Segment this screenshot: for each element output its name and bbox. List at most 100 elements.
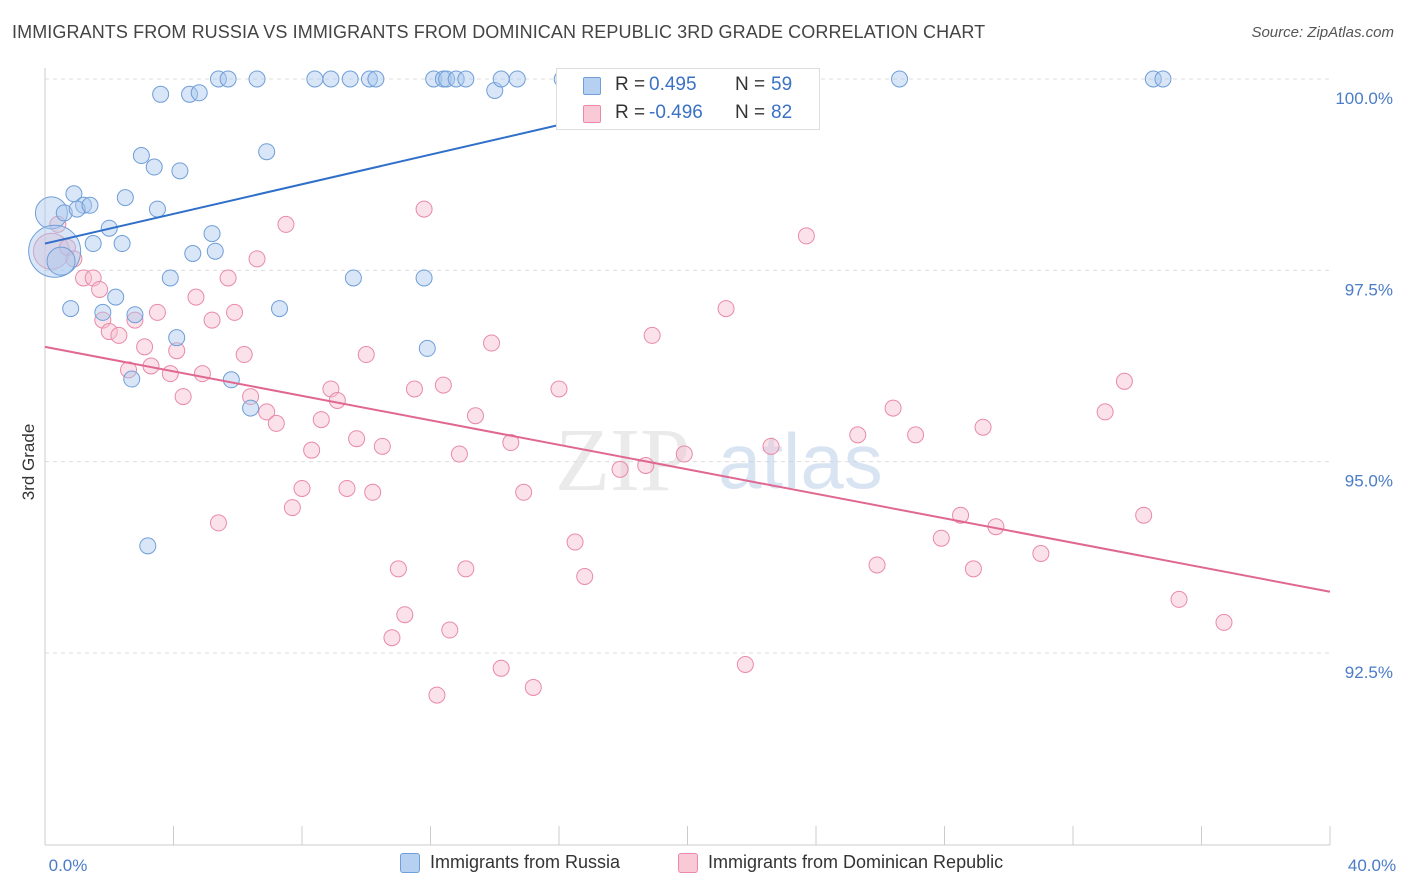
x-tick-label: 40.0% <box>1348 856 1396 875</box>
russia-point <box>84 235 102 253</box>
russia-point <box>161 269 179 287</box>
dominican-r-value: -0.496 <box>649 102 703 123</box>
dominican-point <box>75 269 93 287</box>
russia-point <box>203 225 221 243</box>
dominican-point <box>502 434 520 452</box>
russia-point <box>46 246 76 276</box>
dominican-point <box>1135 506 1153 524</box>
dominican-point <box>209 514 227 532</box>
y-tick-label: 95.0% <box>1345 472 1393 491</box>
russia-point <box>168 329 186 347</box>
dominican-point <box>932 529 950 547</box>
dominican-point <box>348 430 366 448</box>
dominican-point <box>277 215 295 233</box>
dominican-point <box>203 311 221 329</box>
russia-point <box>113 235 131 253</box>
russia-point <box>1144 70 1162 88</box>
dominican-point <box>611 460 629 478</box>
dominican-point <box>1115 372 1133 390</box>
legend-item-dominican[interactable]: Immigrants from Dominican Republic <box>678 852 1003 873</box>
dominican-point <box>187 288 205 306</box>
dominican-point <box>466 407 484 425</box>
n-label: N = <box>735 74 766 95</box>
russia-point <box>171 162 189 180</box>
dominican-point <box>312 411 330 429</box>
russia-point <box>126 306 144 324</box>
dominican-point <box>383 629 401 647</box>
watermark: ZIP atlas <box>555 411 883 510</box>
russia-point <box>271 300 289 318</box>
russia-swatch <box>583 77 601 95</box>
dominican-point <box>907 426 925 444</box>
russia-point <box>81 196 99 214</box>
dominican-point <box>168 342 186 360</box>
y-tick-label: 97.5% <box>1345 280 1393 299</box>
russia-point <box>360 70 378 88</box>
russia-point <box>222 371 240 389</box>
r-label: R = <box>615 102 646 123</box>
dominican-point <box>405 380 423 398</box>
n-label: N = <box>735 102 766 123</box>
dominican-point <box>396 606 414 624</box>
dominican-point <box>576 567 594 585</box>
dominican-point <box>736 655 754 673</box>
chart-title: IMMIGRANTS FROM RUSSIA VS IMMIGRANTS FRO… <box>12 22 986 42</box>
russia-point <box>341 70 359 88</box>
russia-point <box>415 269 433 287</box>
russia-point <box>367 70 385 88</box>
russia-point <box>123 370 141 388</box>
dominican-point <box>357 346 375 364</box>
dominican-point <box>328 391 346 409</box>
russia-point <box>425 70 443 88</box>
legend-item-russia[interactable]: Immigrants from Russia <box>400 852 620 873</box>
dominican-point <box>428 686 446 704</box>
dominican-point <box>441 621 459 639</box>
russia-r-value: 0.495 <box>649 74 697 95</box>
dominican-point <box>1170 590 1188 608</box>
dominican-point <box>364 483 382 501</box>
dominican-point <box>952 506 970 524</box>
dominican-point <box>1215 613 1233 631</box>
dominican-point <box>884 399 902 417</box>
dominican-trend-line <box>44 345 1331 593</box>
russia-point <box>145 158 163 176</box>
dominican-point <box>524 678 542 696</box>
dominican-swatch <box>583 105 601 123</box>
legend-russia-label: Immigrants from Russia <box>430 852 621 872</box>
dominican-point <box>389 560 407 578</box>
dominican-point <box>434 376 452 394</box>
russia-point <box>34 196 68 230</box>
legend-dominican-label: Immigrants from Dominican Republic <box>708 852 1004 872</box>
y-tick-label: 100.0% <box>1335 89 1393 108</box>
russia-point <box>438 70 456 88</box>
dominican-point <box>303 441 321 459</box>
dominican-point <box>964 560 982 578</box>
dominican-point <box>643 326 661 344</box>
axes: 92.5% 95.0% 97.5% 100.0% 0.0% 40.0% <box>44 68 1396 875</box>
dominican-point <box>415 200 433 218</box>
russia-point <box>447 70 465 88</box>
dominican-point <box>1096 403 1114 421</box>
dominican-point <box>717 300 735 318</box>
stats-row-dominican: R = -0.496 N = 82 <box>557 99 819 129</box>
dominican-point <box>136 338 154 356</box>
russia-point <box>242 399 260 417</box>
dominican-point <box>450 445 468 463</box>
dominican-point <box>550 380 568 398</box>
russia-point <box>184 244 202 262</box>
grid-lines <box>45 78 1330 654</box>
dominican-point <box>797 227 815 245</box>
dominican-point <box>193 365 211 383</box>
dominican-point <box>248 250 266 268</box>
dominican-point <box>868 556 886 574</box>
y-axis-label: 3rd Grade <box>19 424 38 501</box>
dominican-point <box>91 280 109 298</box>
russia-point <box>68 200 86 218</box>
dominican-point <box>100 323 118 341</box>
dominican-point <box>110 326 128 344</box>
russia-point <box>94 303 112 321</box>
dominican-n-value: 82 <box>771 102 793 123</box>
dominican-point <box>457 560 475 578</box>
russia-point <box>344 269 362 287</box>
russia-point <box>258 143 276 161</box>
